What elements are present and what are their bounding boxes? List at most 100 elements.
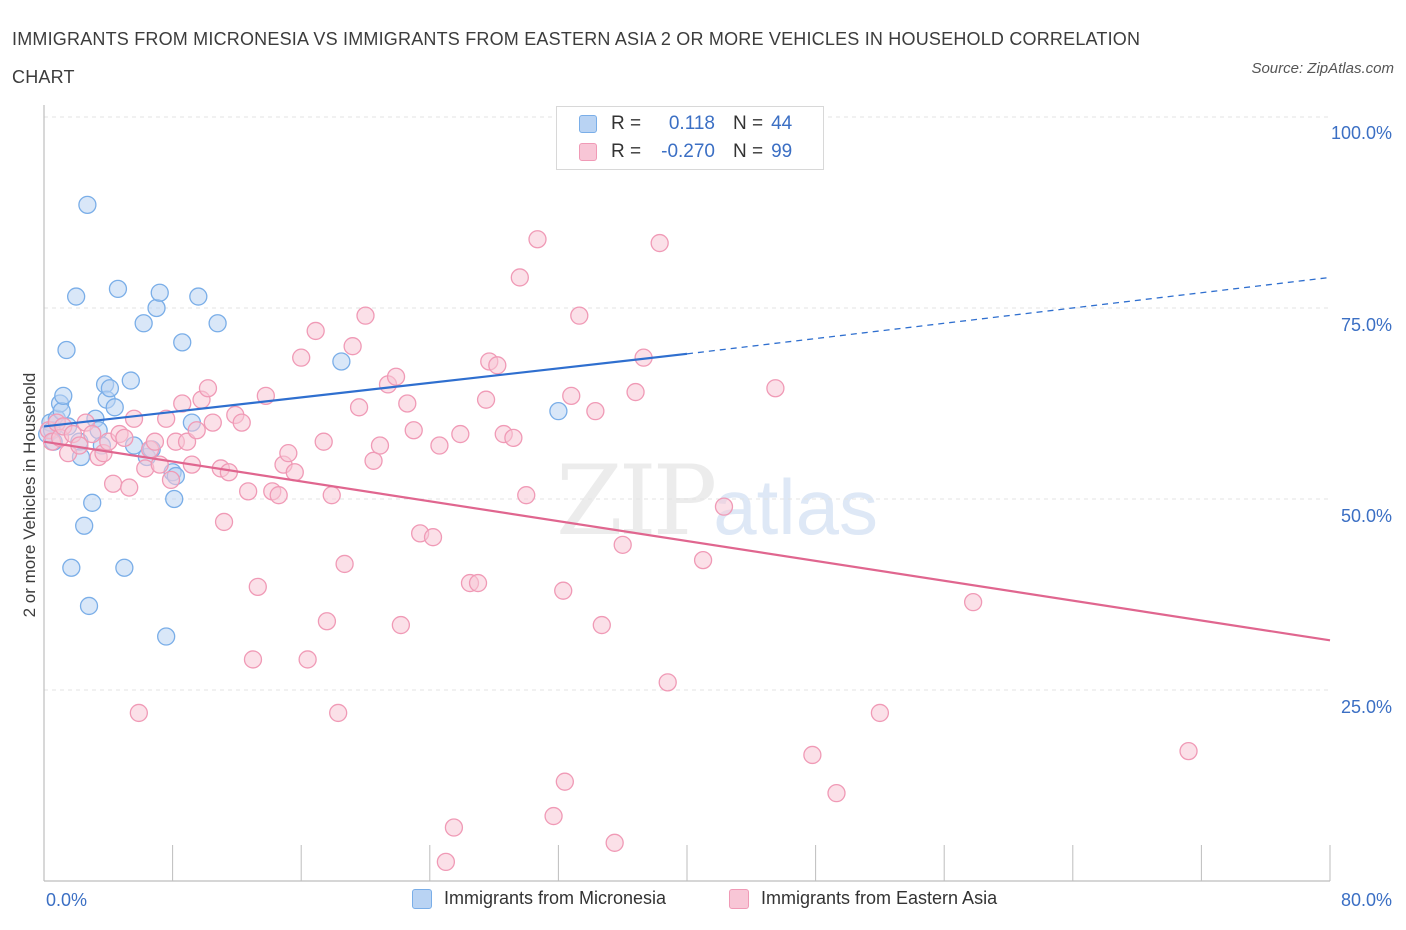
point-s1-17 [124,409,144,428]
point-s1-46 [285,463,304,482]
point-s1-64 [404,421,423,440]
point-s1-56 [349,398,369,417]
point-s1-67 [430,436,449,455]
point-s0-25 [108,279,128,299]
legend-n-value-micronesia: 44 [771,113,793,134]
point-s1-81 [544,806,563,826]
point-s0-23 [100,379,120,398]
legend-label-micronesia: Immigrants from Micronesia [444,888,667,908]
y-tick-label-50: 50.0% [1340,506,1392,526]
point-s1-86 [586,401,605,421]
point-s1-45 [279,444,298,463]
legend-swatch-eastern-asia [729,888,749,909]
x-tick-label-min: 0.0% [46,890,88,910]
legend-swatch-micronesia [412,888,432,909]
legend-r-label: R = [611,141,642,162]
y-tick-label-100: 100.0% [1330,123,1392,143]
point-s0-42 [332,352,351,371]
watermark-atlas: atlas [713,463,878,551]
point-s1-92 [650,233,669,253]
point-s1-84 [562,386,581,406]
point-s1-80 [528,230,547,249]
legend-row-eastern-asia: R = -0.270 N = 99 [579,139,792,165]
legend-swatch-micronesia [579,115,597,133]
point-s1-50 [314,432,333,451]
zipatlas-watermark: ZIPatlas [556,445,878,557]
point-s0-15 [78,195,97,215]
point-s0-38 [173,333,192,352]
point-s1-15 [115,428,134,448]
point-s1-82 [554,581,573,600]
trendline-s1 [43,440,1331,642]
point-s1-83 [555,772,574,791]
point-s1-69 [444,818,464,837]
point-s1-59 [370,436,390,455]
point-s1-72 [468,573,488,593]
point-s0-7 [54,386,73,406]
point-s1-63 [398,394,417,413]
point-s1-101 [1179,741,1198,761]
point-s1-75 [488,356,507,375]
point-s1-23 [157,409,176,428]
point-s1-89 [613,535,632,554]
point-s1-51 [317,612,337,631]
legend-item-eastern-asia[interactable]: Immigrants from Eastern Asia [729,888,997,909]
point-s0-10 [62,558,81,577]
point-s1-21 [145,432,165,451]
point-s0-40 [189,287,208,306]
point-s1-79 [517,486,536,505]
point-s1-70 [451,424,470,444]
point-s1-48 [298,650,317,669]
point-s1-93 [658,673,677,692]
legend-r-value-eastern-asia: -0.270 [661,141,715,162]
legend-r-value-micronesia: 0.118 [668,113,715,134]
legend-r-label: R = [611,113,642,134]
point-s1-18 [129,703,148,723]
point-s1-88 [605,833,624,852]
point-s1-31 [198,379,218,398]
point-s1-49 [306,321,325,341]
point-s1-97 [803,745,822,765]
point-s1-98 [827,783,846,803]
point-s0-17 [83,493,102,512]
stats-legend: R = 0.118 N = 44 R = -0.270 N = 99 [556,106,824,170]
point-s1-62 [391,615,411,635]
point-s0-34 [157,627,176,646]
point-s1-94 [693,550,713,570]
point-s1-77 [504,428,523,448]
point-s0-29 [134,314,153,333]
point-s1-87 [592,615,611,635]
point-s1-24 [161,470,181,490]
point-s0-24 [105,398,124,417]
point-s0-41 [208,314,227,333]
point-s1-95 [714,497,734,516]
point-s1-39 [243,650,263,669]
point-s1-96 [766,379,785,398]
trendline-extension-s0 [686,276,1331,355]
point-s1-73 [476,390,496,409]
point-s1-99 [870,703,890,723]
point-s0-16 [79,596,99,616]
y-tick-label-75: 75.0% [1340,315,1392,335]
point-s1-55 [343,337,362,356]
point-s1-37 [232,413,251,432]
point-s1-85 [570,306,589,325]
point-s1-26 [173,394,192,413]
point-s1-29 [187,421,206,440]
point-s1-68 [436,852,456,872]
point-s1-66 [423,528,443,547]
legend-label-eastern-asia: Immigrants from Eastern Asia [761,888,998,908]
point-s1-47 [292,348,311,367]
point-s1-32 [203,413,222,432]
point-s0-43 [549,401,568,421]
legend-item-micronesia[interactable]: Immigrants from Micronesia [412,888,666,909]
point-s1-54 [335,554,354,574]
point-s0-11 [67,287,86,306]
legend-n-value-eastern-asia: 99 [771,141,793,162]
point-s0-14 [75,516,94,535]
point-s1-78 [510,268,529,287]
point-s1-58 [364,451,383,470]
point-s1-90 [626,382,645,402]
trendline-s0 [43,352,688,428]
point-s1-9 [83,424,102,444]
